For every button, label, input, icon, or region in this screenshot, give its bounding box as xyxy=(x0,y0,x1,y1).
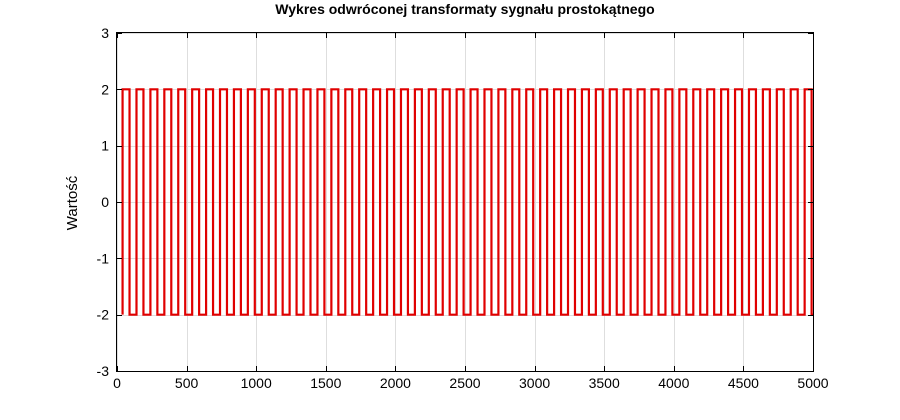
x-tick-label: 2500 xyxy=(449,375,480,391)
y-axis-ticks: 3 2 1 0 -1 -2 -3 xyxy=(97,25,813,379)
x-tick-label: 4500 xyxy=(728,375,759,391)
x-tick-label: 3000 xyxy=(519,375,550,391)
x-axis-ticks: 0 500 1000 1500 2000 2500 3000 3500 4000 4500 5000 xyxy=(113,33,829,391)
y-tick-label: 3 xyxy=(101,25,109,41)
y-tick-label: -1 xyxy=(97,250,110,266)
series-group xyxy=(121,88,813,316)
y-tick-label: 0 xyxy=(101,194,109,210)
x-tick-label: 1500 xyxy=(310,375,341,391)
x-tick-label: 5000 xyxy=(797,375,828,391)
grid-lines xyxy=(117,33,814,372)
series-line-0 xyxy=(121,88,813,316)
y-tick-label: 2 xyxy=(101,81,109,97)
y-tick-label: -2 xyxy=(97,307,110,323)
y-axis-label: Wartość xyxy=(64,175,81,230)
plot-frame xyxy=(116,32,814,372)
y-tick-label: -3 xyxy=(97,363,110,379)
x-tick-label: 3500 xyxy=(589,375,620,391)
x-tick-label: 1000 xyxy=(241,375,272,391)
y-tick-label: 1 xyxy=(101,138,109,154)
x-tick-label: 4000 xyxy=(658,375,689,391)
chart-title: Wykres odwróconej transformaty sygnału p… xyxy=(275,1,654,17)
x-tick-label: 2000 xyxy=(380,375,411,391)
x-tick-label: 500 xyxy=(175,375,199,391)
x-tick-label: 0 xyxy=(113,375,121,391)
